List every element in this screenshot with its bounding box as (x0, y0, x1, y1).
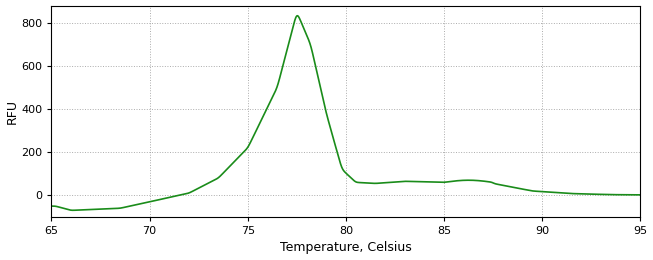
Y-axis label: RFU: RFU (6, 99, 18, 124)
X-axis label: Temperature, Celsius: Temperature, Celsius (280, 242, 412, 255)
